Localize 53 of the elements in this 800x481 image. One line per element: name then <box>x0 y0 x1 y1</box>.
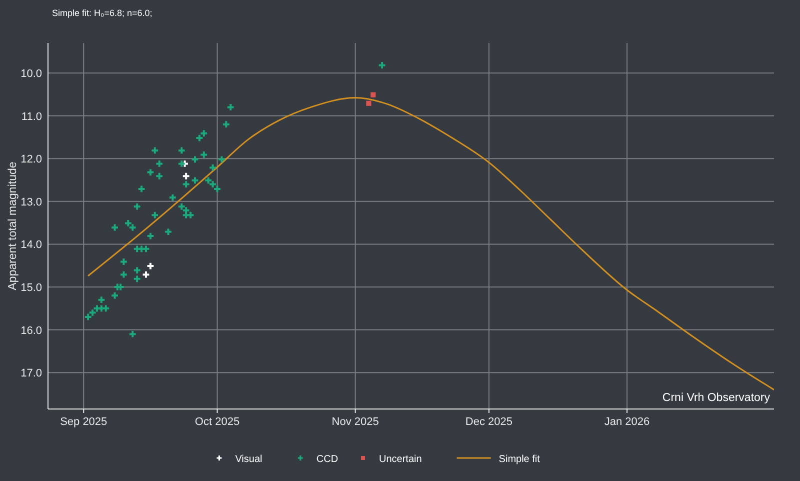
point <box>190 155 200 164</box>
chart-title: Simple fit: H₀=6.8; n=6.0; <box>52 8 152 18</box>
y-tick-label: 11.0 <box>21 110 42 123</box>
x-tick-label: Nov 2025 <box>332 416 379 428</box>
point <box>155 172 164 180</box>
legend-label: CCD <box>316 454 338 465</box>
point <box>168 193 177 202</box>
x-tick-label: Jan 2026 <box>604 416 650 428</box>
point <box>177 146 186 155</box>
x-tick-label: Oct 2025 <box>194 416 240 428</box>
point <box>370 92 376 98</box>
point <box>164 228 172 236</box>
point <box>182 172 190 180</box>
point <box>366 100 372 106</box>
line-series <box>87 97 774 390</box>
legend-label: Simple fit <box>498 454 540 465</box>
point <box>128 330 137 338</box>
point <box>150 146 160 155</box>
point <box>226 103 235 112</box>
point <box>208 163 217 172</box>
annotation: Crni Vrh Observatory <box>662 392 770 404</box>
legend-label: Visual <box>235 454 262 465</box>
y-tick-label: 13.0 <box>20 196 42 208</box>
point <box>142 270 150 279</box>
y-tick-label: 16.0 <box>20 324 42 337</box>
point <box>146 232 155 240</box>
point <box>200 150 208 159</box>
point <box>132 274 142 284</box>
point <box>84 312 92 322</box>
y-tick-label: 10.0 <box>20 68 42 80</box>
y-tick-label: 17.0 <box>20 368 42 380</box>
point <box>132 202 142 211</box>
point <box>195 134 204 142</box>
point <box>137 184 146 194</box>
x-tick-label: Dec 2025 <box>465 416 512 428</box>
y-tick-label: 12.0 <box>20 154 42 166</box>
point <box>177 160 186 168</box>
point <box>182 180 190 188</box>
point <box>204 176 213 185</box>
point <box>120 270 128 279</box>
y-tick-label: 15.0 <box>20 282 42 294</box>
point <box>120 258 128 266</box>
point <box>190 176 200 185</box>
y-tick-label: 14.0 <box>20 239 42 252</box>
point <box>146 168 155 176</box>
point <box>378 61 386 70</box>
point <box>150 210 160 220</box>
legend-label: Uncertain <box>379 454 422 465</box>
x-tick-label: Sep 2025 <box>60 416 108 428</box>
point <box>146 262 155 270</box>
point <box>155 160 164 168</box>
y-axis-title: Apparent total magnitude <box>7 162 19 290</box>
point <box>218 155 226 164</box>
